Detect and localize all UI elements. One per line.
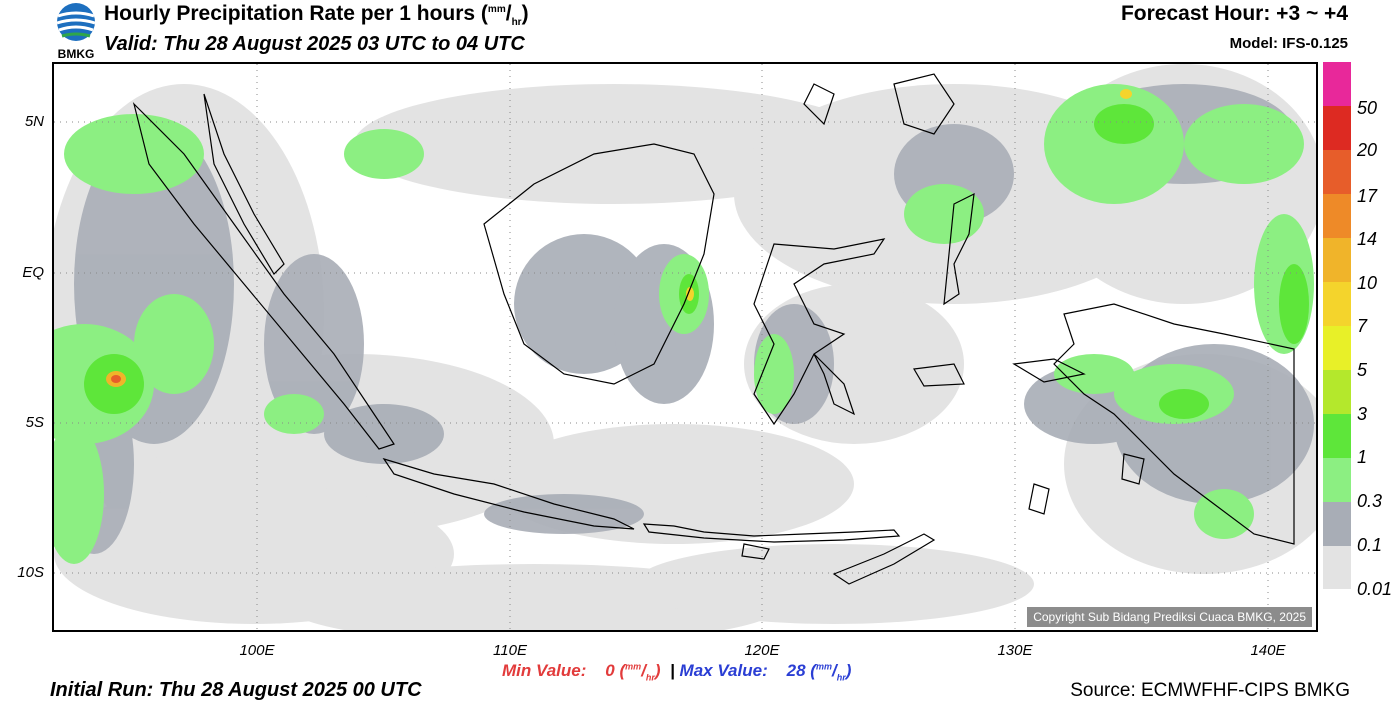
colorbar-label-0-01: 0.01 xyxy=(1357,579,1393,599)
data-source: Source: ECMWFHF-CIPS BMKG xyxy=(1070,680,1350,701)
colorbar-segment-0-01 xyxy=(1323,546,1351,589)
colorbar-segment-14 xyxy=(1323,194,1351,238)
colorbar-label-7: 7 xyxy=(1357,316,1368,336)
lon-label-130e: 130E xyxy=(997,642,1033,659)
valid-time: Valid: Thu 28 August 2025 03 UTC to 04 U… xyxy=(104,33,525,55)
max-value: 28 xyxy=(786,661,806,680)
precipitation-map: Copyright Sub Bidang Prediksi Cuaca BMKG… xyxy=(52,62,1318,632)
forecast-hour: Forecast Hour: +3 ~ +4 xyxy=(1120,2,1348,25)
logo-text: BMKG xyxy=(58,47,95,60)
bmkg-logo: BMKG xyxy=(56,3,96,60)
min-value-label: Min Value: xyxy=(502,661,587,680)
colorbar-label-1: 1 xyxy=(1357,447,1368,467)
copyright-notice: Copyright Sub Bidang Prediksi Cuaca BMKG… xyxy=(1027,607,1312,627)
min-max-separator: | xyxy=(670,661,675,680)
lon-label-140e: 140E xyxy=(1250,642,1286,659)
colorbar-label-10: 10 xyxy=(1357,273,1378,293)
colorbar-label-14: 14 xyxy=(1357,229,1378,249)
lon-label-110e: 110E xyxy=(493,642,527,659)
colorbar xyxy=(1323,62,1351,589)
lat-label-5s: 5S xyxy=(25,414,44,431)
lat-label-5n: 5N xyxy=(24,113,44,130)
colorbar-segment-20 xyxy=(1323,106,1351,150)
colorbar-label-20: 20 xyxy=(1357,140,1378,160)
colorbar-segment-5 xyxy=(1323,326,1351,370)
min-max-values: Min Value: 0 (mm/hr) | Max Value: 28 (mm… xyxy=(502,661,852,683)
colorbar-segment-0-3 xyxy=(1323,458,1351,502)
colorbar-segment-0-1 xyxy=(1323,502,1351,546)
colorbar-label-17: 17 xyxy=(1357,186,1378,206)
lat-label-eq: EQ xyxy=(22,264,44,281)
map-grid xyxy=(54,64,1316,630)
colorbar-label-3: 3 xyxy=(1357,404,1368,424)
model-label: Model: IFS-0.125 xyxy=(1229,35,1348,52)
colorbar-segment-17 xyxy=(1323,150,1351,194)
colorbar-segment-50 xyxy=(1323,62,1351,106)
colorbar-segment-10 xyxy=(1323,238,1351,282)
colorbar-segment-7 xyxy=(1323,282,1351,326)
heavy-rain-spots xyxy=(106,89,1132,387)
initial-run: Initial Run: Thu 28 August 2025 00 UTC xyxy=(50,679,422,701)
lon-label-100e: 100E xyxy=(239,642,275,659)
map-title: Hourly Precipitation Rate per 1 hours (m… xyxy=(104,2,529,29)
map-canvas xyxy=(54,64,1316,630)
max-value-label: Max Value: xyxy=(679,661,768,680)
colorbar-segment-3 xyxy=(1323,370,1351,414)
colorbar-segment-1 xyxy=(1323,414,1351,458)
colorbar-label-50: 50 xyxy=(1357,98,1378,118)
colorbar-label-0-3: 0.3 xyxy=(1357,491,1383,511)
coastlines xyxy=(132,73,1295,585)
lat-label-10s: 10S xyxy=(17,564,44,581)
colorbar-label-5: 5 xyxy=(1357,360,1368,380)
colorbar-label-0-1: 0.1 xyxy=(1357,535,1383,555)
lon-label-120e: 120E xyxy=(744,642,780,659)
min-value: 0 xyxy=(605,661,615,680)
